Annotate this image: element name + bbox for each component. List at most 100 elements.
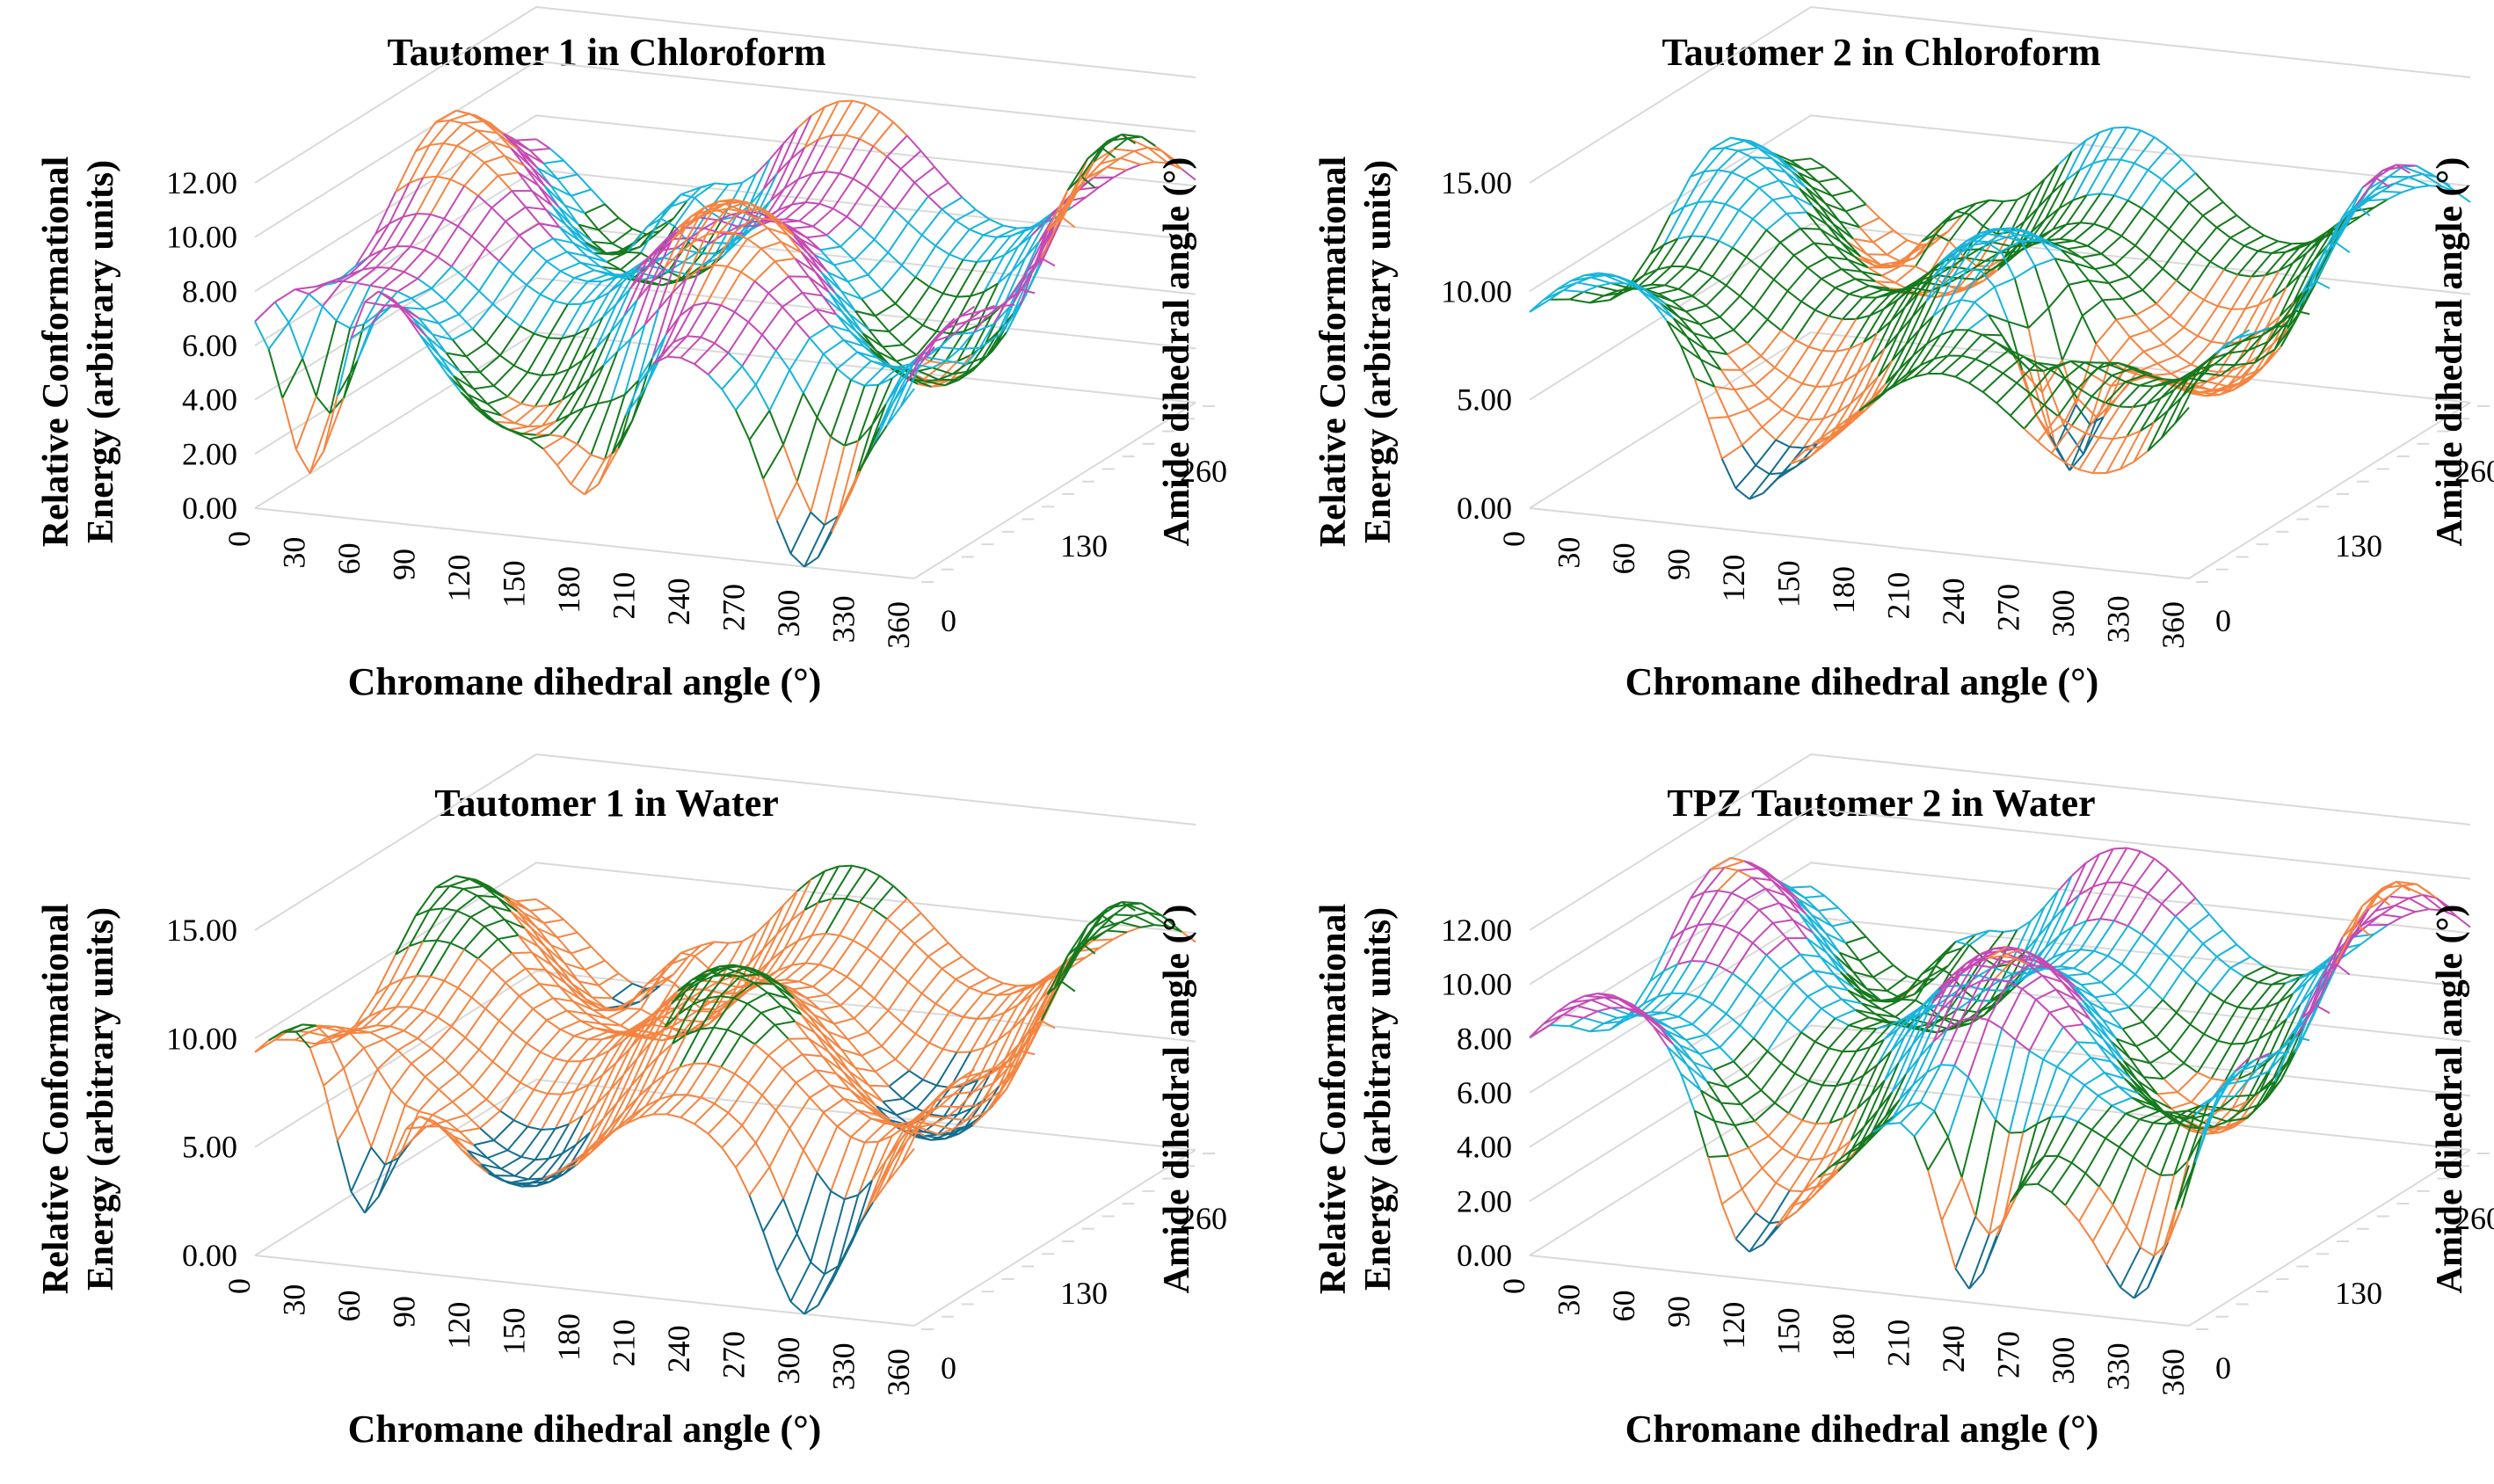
- mesh-segment: [474, 406, 490, 420]
- mesh-segment: [1897, 316, 1913, 334]
- mesh-segment: [2106, 200, 2129, 229]
- mesh-segment: [2389, 895, 2410, 899]
- mesh-segment: [862, 332, 883, 348]
- mesh-segment: [2082, 417, 2098, 455]
- mesh-segment: [959, 1091, 975, 1108]
- mesh-segment: [2140, 421, 2155, 433]
- mesh-segment: [2197, 335, 2212, 343]
- surface-mesh: [254, 864, 1196, 1315]
- y-tick-label: 0: [941, 1350, 956, 1386]
- mesh-segment: [920, 1108, 935, 1125]
- mesh-segment: [2064, 462, 2080, 471]
- z-axis-label-line2: Energy (arbitrary units): [81, 160, 121, 543]
- mesh-segment: [2141, 207, 2156, 219]
- mesh-segment: [512, 273, 527, 287]
- mesh-segment: [1093, 938, 1114, 942]
- mesh-segment: [789, 115, 812, 160]
- mesh-segment: [601, 1061, 617, 1076]
- mesh-segment: [349, 1032, 365, 1049]
- mesh-segment: [2121, 298, 2137, 316]
- mesh-segment: [1821, 350, 1836, 353]
- mesh-segment: [955, 978, 971, 989]
- mesh-segment: [1837, 177, 1853, 192]
- mesh-segment: [1935, 964, 1950, 975]
- mesh-segment: [1833, 973, 1849, 991]
- mesh-segment: [853, 1017, 869, 1033]
- mesh-segment: [767, 1054, 783, 1070]
- mesh-segment: [762, 933, 778, 949]
- mesh-segment: [610, 338, 632, 402]
- mesh-segment: [1066, 942, 1082, 957]
- mesh-segment: [577, 932, 593, 948]
- mesh-segment: [798, 980, 814, 988]
- mesh-segment: [473, 1139, 494, 1146]
- mesh-segment: [775, 481, 798, 521]
- mesh-segment: [1837, 906, 1853, 923]
- mesh-segment: [808, 276, 830, 293]
- mesh-segment: [893, 969, 909, 983]
- mesh-segment: [804, 933, 827, 964]
- mesh-segment: [1080, 147, 1102, 178]
- mesh-segment: [741, 932, 757, 942]
- mesh-segment: [825, 234, 841, 248]
- mesh-segment: [1795, 386, 1817, 418]
- mesh-segment: [2415, 908, 2430, 913]
- mesh-segment: [2207, 381, 2228, 388]
- x-tick-label: 210: [1881, 572, 1916, 620]
- mesh-segment: [789, 337, 811, 371]
- mesh-segment: [1060, 176, 1082, 217]
- mesh-segment: [2086, 193, 2101, 197]
- mesh-segment: [1106, 166, 1128, 171]
- mesh-segment: [2387, 916, 2403, 926]
- mesh-segment: [1730, 136, 1745, 142]
- mesh-segment: [1935, 210, 1957, 236]
- mesh-segment: [673, 304, 694, 343]
- mesh-segment: [546, 1019, 562, 1030]
- mesh-segment: [651, 1043, 673, 1085]
- mesh-segment: [478, 260, 500, 292]
- mesh-segment: [416, 176, 438, 215]
- mesh-segment: [2106, 925, 2129, 957]
- mesh-segment: [965, 1104, 981, 1121]
- mesh-segment: [1937, 266, 1952, 276]
- mesh-segment: [455, 109, 470, 115]
- mesh-segment: [566, 251, 587, 258]
- mesh-segment: [627, 251, 641, 254]
- mesh-segment: [685, 268, 701, 280]
- mesh-segment: [639, 985, 655, 1003]
- mesh-segment: [687, 335, 702, 338]
- mesh-segment: [982, 224, 1004, 236]
- mesh-segment: [840, 1049, 856, 1069]
- mesh-segment: [2401, 911, 2416, 919]
- mesh-segment: [1771, 157, 1786, 173]
- mesh-segment: [2353, 207, 2374, 213]
- mesh-segment: [513, 1119, 528, 1128]
- mesh-segment: [469, 916, 485, 928]
- mesh-segment: [862, 1102, 878, 1116]
- mesh-segment: [463, 948, 479, 960]
- mesh-segment: [975, 967, 991, 978]
- mesh-segment: [650, 1003, 673, 1043]
- mesh-segment: [664, 252, 680, 268]
- mesh-segment: [2359, 207, 2375, 218]
- mesh-segment: [842, 1097, 858, 1111]
- mesh-segment: [2066, 949, 2081, 953]
- mesh-segment: [879, 930, 902, 959]
- mesh-segment: [2078, 853, 2101, 896]
- mesh-segment: [1959, 244, 1974, 254]
- mesh-segment: [908, 286, 930, 316]
- mesh-segment: [1915, 234, 1937, 267]
- mesh-segment: [679, 268, 701, 316]
- mesh-segment: [1896, 287, 1912, 301]
- mesh-segment: [673, 957, 688, 975]
- mesh-segment: [2135, 1036, 2157, 1047]
- mesh-segment: [550, 944, 572, 955]
- mesh-segment: [852, 908, 875, 942]
- mesh-segment: [2209, 992, 2225, 1003]
- mesh-segment: [676, 236, 691, 249]
- mesh-segment: [295, 1031, 311, 1049]
- mesh-segment: [582, 364, 605, 409]
- mesh-segment: [1839, 971, 1855, 989]
- mesh-segment: [877, 1134, 893, 1143]
- mesh-segment: [923, 362, 945, 380]
